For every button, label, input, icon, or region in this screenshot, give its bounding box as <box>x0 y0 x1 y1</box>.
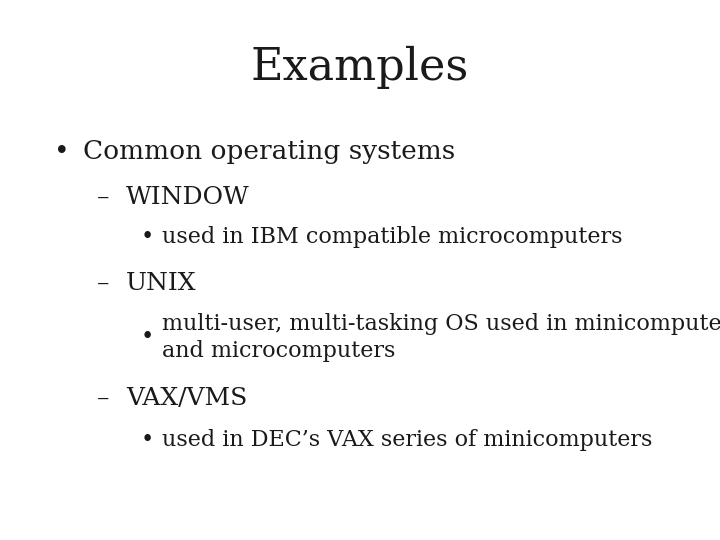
Text: VAX/VMS: VAX/VMS <box>126 387 248 410</box>
Text: Common operating systems: Common operating systems <box>83 139 455 164</box>
Text: •: • <box>140 327 153 348</box>
Text: UNIX: UNIX <box>126 272 197 295</box>
Text: •: • <box>54 139 70 164</box>
Text: used in IBM compatible microcomputers: used in IBM compatible microcomputers <box>162 226 623 247</box>
Text: WINDOW: WINDOW <box>126 186 250 208</box>
Text: –: – <box>97 387 109 410</box>
Text: used in DEC’s VAX series of minicomputers: used in DEC’s VAX series of minicomputer… <box>162 429 652 451</box>
Text: multi-user, multi-tasking OS used in minicomputers
and microcomputers: multi-user, multi-tasking OS used in min… <box>162 313 720 362</box>
Text: •: • <box>140 429 153 451</box>
Text: •: • <box>140 226 153 247</box>
Text: Examples: Examples <box>251 46 469 89</box>
Text: –: – <box>97 272 109 295</box>
Text: –: – <box>97 186 109 208</box>
